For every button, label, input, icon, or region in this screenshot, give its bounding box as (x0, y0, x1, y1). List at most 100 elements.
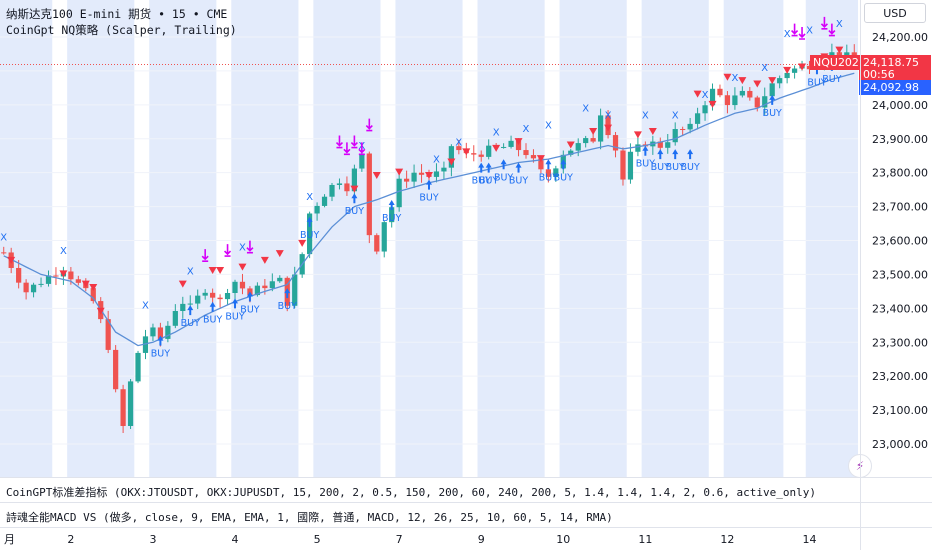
buy-arrow (187, 305, 194, 316)
sell-triangle (275, 250, 284, 258)
x-tick-label: 3 (149, 533, 156, 546)
x-tick-label: 14 (803, 533, 817, 546)
buy-arrow (284, 288, 291, 299)
candle-body (724, 95, 731, 106)
candle-body (486, 145, 492, 157)
buy-arrow (515, 162, 522, 173)
buy-label: BUY (225, 311, 244, 322)
buy-label: BUY (181, 318, 200, 329)
candle-body (1, 252, 7, 254)
buy-label: BUY (509, 176, 528, 187)
buy-label: BUY (763, 108, 782, 119)
candle-body (217, 297, 223, 300)
y-tick-label: 23,100.00 (872, 404, 928, 417)
candle-body (16, 267, 22, 283)
session-bands (0, 0, 858, 477)
candle-body (404, 178, 410, 182)
sell-triangle (723, 73, 732, 81)
stop-marker (358, 142, 366, 156)
candle-body (321, 196, 328, 206)
candle-body (53, 275, 59, 277)
candle-body (336, 183, 343, 185)
candle-body (769, 83, 775, 97)
session-band (313, 0, 381, 477)
candle-body (157, 327, 164, 339)
buy-arrow (306, 216, 313, 227)
candle-body (575, 143, 581, 151)
buy-label: BUY (278, 301, 297, 312)
y-tick-label: 23,300.00 (872, 336, 928, 349)
symbol-badge: NQU2025 (810, 55, 869, 70)
sell-triangle (589, 127, 598, 135)
candle-body (224, 292, 231, 300)
buy-label: BUY (151, 349, 170, 360)
candle-body (441, 167, 447, 172)
session-band (0, 0, 53, 477)
candle-body (351, 168, 358, 192)
session-band (395, 0, 463, 477)
candle-body (307, 213, 313, 255)
candle-body (635, 144, 641, 152)
indicator-pane-2-label: 詩魂全能MACD VS (做多, close, 9, EMA, EMA, 1, … (6, 511, 613, 524)
candle-body (75, 279, 81, 283)
buy-label: BUY (494, 172, 513, 183)
exit-label: X (523, 124, 530, 135)
exit-label: X (433, 154, 440, 165)
exit-label: X (455, 138, 462, 149)
price-axis-divider (860, 0, 861, 550)
session-band (477, 0, 545, 477)
sell-triangle (753, 80, 762, 88)
buy-label: BUY (554, 172, 573, 183)
y-axis: 24,200.0024,100.0024,000.0023,900.0023,8… (0, 31, 928, 451)
exit-label: X (702, 90, 709, 101)
candle-body (232, 281, 238, 293)
buy-arrow (545, 159, 552, 170)
sell-triangle (492, 144, 501, 152)
session-band (149, 0, 217, 477)
sell-triangle (708, 100, 717, 108)
candle-body (612, 135, 619, 151)
pane-divider[interactable] (0, 502, 932, 503)
last-price-badge: 24,118.75 (859, 55, 931, 70)
sell-triangle (395, 168, 404, 176)
countdown-badge: 00:56 (859, 67, 931, 82)
candle-body (433, 171, 440, 177)
candle-body (366, 153, 372, 236)
candle-body (38, 283, 44, 285)
candle-body (597, 115, 604, 142)
x-tick-label: 月 (4, 533, 15, 546)
y-tick-label: 24,200.00 (872, 31, 928, 44)
candle-body (127, 381, 134, 426)
sell-triangle (178, 280, 187, 288)
currency-button[interactable]: USD (864, 3, 926, 23)
candle-body (68, 271, 74, 280)
buy-label: BUY (203, 315, 222, 326)
x-tick-label: 12 (720, 533, 734, 546)
candle-body (344, 183, 350, 192)
candle-body (314, 205, 320, 214)
buy-label: BUY (539, 172, 558, 183)
price-chart[interactable]: 24,200.0024,100.0024,000.0023,900.0023,8… (0, 0, 932, 478)
x-tick-label: 4 (232, 533, 239, 546)
candle-body (381, 222, 387, 252)
candle-body (113, 349, 119, 390)
buy-arrow (657, 149, 664, 160)
pane-divider[interactable] (0, 477, 932, 478)
sell-triangle (738, 77, 747, 85)
candle-body (269, 281, 275, 289)
sell-triangle (604, 124, 613, 132)
candle-body (754, 97, 760, 108)
stop-marker (343, 142, 351, 156)
candle-body (732, 95, 738, 106)
exit-label: X (836, 19, 843, 30)
candle-body (553, 168, 559, 177)
buy-label: BUY (345, 206, 364, 217)
candle-body (150, 327, 156, 337)
candle-body (500, 146, 507, 148)
buy-arrow (478, 162, 485, 173)
sell-triangle (238, 263, 247, 271)
stop-marker (246, 240, 254, 254)
buy-arrow (246, 291, 253, 302)
time-axis[interactable]: 月 2 3 4 5 7 9 10 11 12 14 (0, 528, 860, 550)
